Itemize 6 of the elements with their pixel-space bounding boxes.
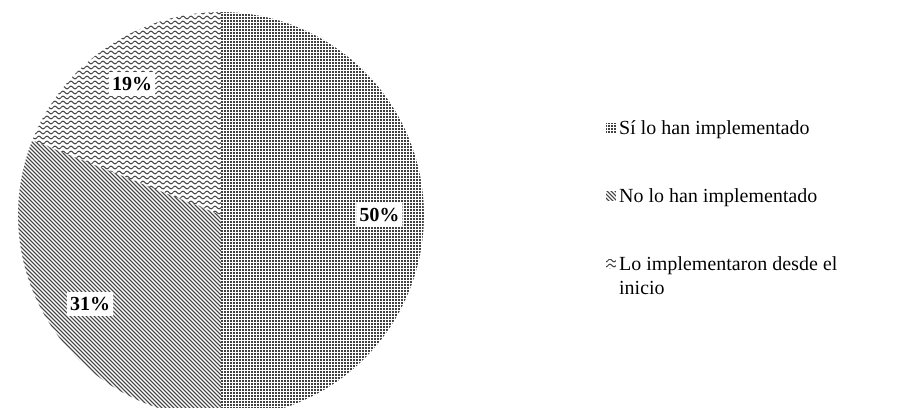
data-label: 19% bbox=[112, 73, 152, 96]
legend-label: No lo han implementado bbox=[619, 185, 818, 207]
data-label: 31% bbox=[70, 293, 110, 315]
legend-label: Lo implementaron desde el inicio bbox=[619, 253, 838, 299]
data-label: 50% bbox=[359, 204, 400, 226]
legend-label: Sí lo han implementado bbox=[619, 117, 810, 139]
